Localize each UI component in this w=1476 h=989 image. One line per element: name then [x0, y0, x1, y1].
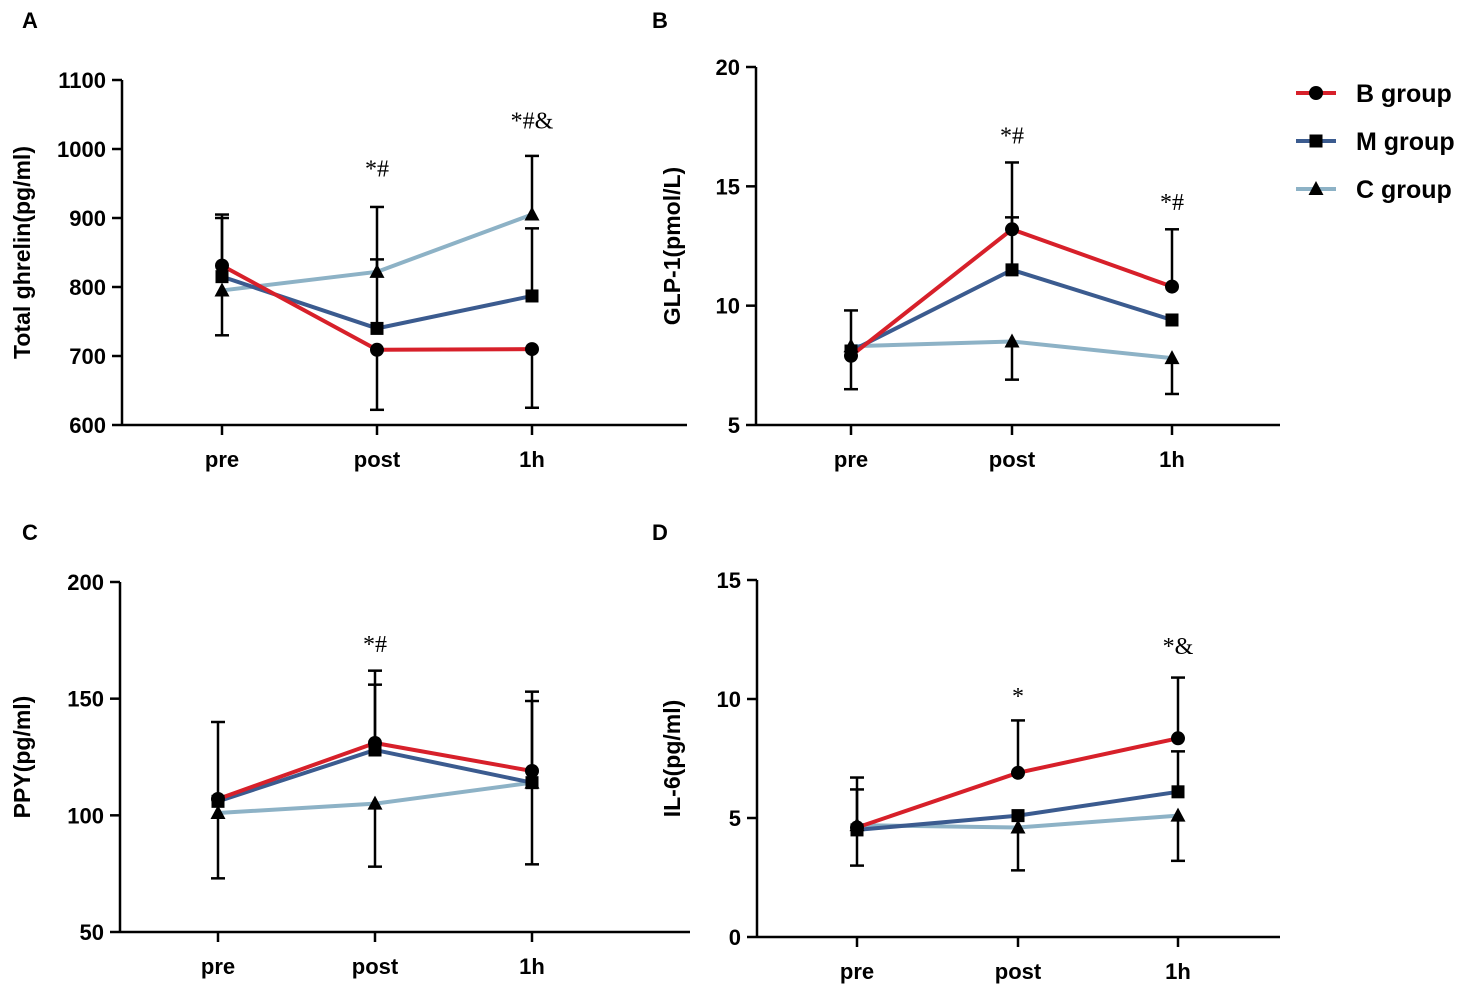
significance-annotation: *#	[365, 157, 389, 183]
significance-annotation: *&	[1163, 634, 1194, 660]
data-point-circle	[525, 342, 539, 357]
x-tick-label: pre	[201, 954, 235, 979]
x-tick-label: post	[995, 959, 1042, 984]
x-tick-label: pre	[205, 447, 239, 472]
data-point-triangle	[367, 795, 383, 810]
data-point-circle	[1005, 222, 1019, 237]
y-tick-label: 1000	[57, 137, 106, 162]
y-axis-label: GLP-1(pmol/L)	[659, 167, 685, 325]
legend-triangle-icon	[1308, 181, 1324, 195]
y-tick-label: 10	[716, 294, 740, 319]
data-point-square	[1005, 263, 1019, 277]
data-point-circle	[1165, 279, 1179, 294]
data-point-triangle	[524, 774, 540, 789]
y-tick-label: 5	[729, 806, 741, 831]
significance-annotation: *#	[1000, 123, 1024, 149]
significance-annotation: *#	[1160, 190, 1184, 216]
data-point-triangle	[1010, 819, 1026, 834]
x-tick-label: pre	[834, 447, 868, 472]
x-tick-label: post	[352, 954, 399, 979]
x-tick-label: post	[354, 447, 401, 472]
data-point-square	[1171, 785, 1185, 799]
data-point-square	[1011, 809, 1025, 823]
legend-label: C group	[1356, 176, 1452, 204]
x-tick-label: 1h	[1159, 447, 1185, 472]
legend-label: M group	[1356, 128, 1455, 156]
x-tick-label: 1h	[519, 954, 545, 979]
y-tick-label: 0	[729, 925, 741, 950]
y-tick-label: 100	[67, 803, 104, 828]
data-point-square	[525, 289, 539, 303]
series-line-m-group	[217, 747, 533, 804]
data-point-triangle	[843, 338, 859, 353]
y-tick-label: 50	[80, 920, 104, 945]
legend-circle-icon	[1309, 86, 1323, 100]
legend-square-icon	[1309, 134, 1323, 148]
y-axis-label: Total ghrelin(pg/ml)	[9, 146, 35, 359]
x-tick-label: 1h	[519, 447, 545, 472]
y-tick-label: 800	[69, 275, 106, 300]
y-tick-label: 900	[69, 206, 106, 231]
data-point-circle	[215, 258, 229, 273]
panel-label: B	[652, 8, 668, 33]
significance-annotation: *#	[363, 632, 387, 658]
panel-label: A	[22, 8, 38, 33]
x-tick-label: pre	[840, 959, 874, 984]
data-point-triangle	[214, 282, 230, 297]
data-point-square	[211, 794, 225, 808]
y-tick-label: 15	[716, 174, 740, 199]
y-tick-label: 600	[69, 413, 106, 438]
y-tick-label: 5	[728, 413, 740, 438]
y-axis-label: PPY(pg/ml)	[9, 696, 35, 819]
data-point-square	[368, 743, 382, 757]
y-axis-label: IL-6(pg/ml)	[659, 700, 685, 818]
x-tick-label: post	[989, 447, 1036, 472]
data-point-square	[370, 321, 384, 335]
data-point-square	[215, 270, 229, 284]
y-tick-label: 20	[716, 55, 740, 80]
y-tick-label: 150	[67, 687, 104, 712]
data-point-circle	[370, 342, 384, 357]
data-point-square	[1165, 313, 1179, 327]
data-point-triangle	[524, 206, 540, 221]
data-point-triangle	[849, 817, 865, 832]
x-tick-label: 1h	[1165, 959, 1191, 984]
y-tick-label: 700	[69, 344, 106, 369]
y-tick-label: 15	[717, 568, 741, 593]
panel-label: D	[652, 520, 668, 545]
y-tick-label: 10	[717, 687, 741, 712]
data-point-circle	[1171, 731, 1185, 746]
significance-annotation: *#&	[511, 108, 554, 134]
data-point-triangle	[1170, 807, 1186, 822]
significance-annotation: *	[1012, 684, 1024, 710]
data-point-triangle	[1164, 350, 1180, 365]
data-point-triangle	[369, 263, 385, 278]
data-point-circle	[525, 764, 539, 778]
y-tick-label: 200	[67, 570, 104, 595]
data-point-triangle	[1004, 333, 1020, 348]
legend-label: B group	[1356, 80, 1452, 108]
y-tick-label: 1100	[58, 68, 106, 93]
data-point-circle	[1011, 765, 1025, 780]
data-point-triangle	[210, 805, 226, 819]
panel-label: C	[22, 520, 38, 545]
